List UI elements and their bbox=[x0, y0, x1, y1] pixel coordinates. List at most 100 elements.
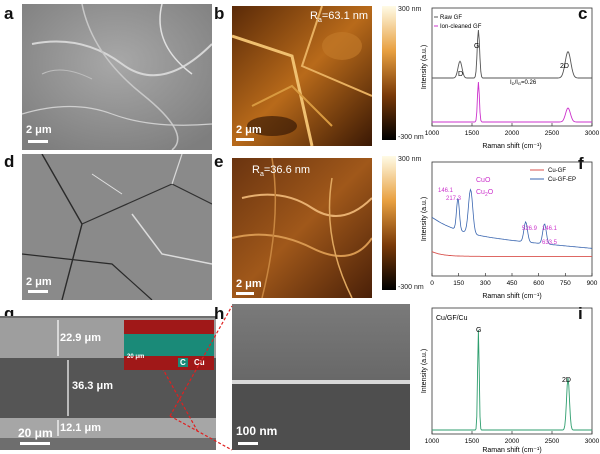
ylabel-f: Intensity (a.u.) bbox=[421, 197, 428, 241]
sem-texture-d bbox=[22, 154, 212, 300]
legend-cugfep: Cu-GF-EP bbox=[548, 177, 576, 183]
x-tick-label: 3000 bbox=[585, 130, 600, 137]
x-tick-label: 2000 bbox=[505, 130, 520, 137]
x-tick-label: 1500 bbox=[465, 130, 480, 137]
colorbar-bottom-e: -300 nm bbox=[398, 284, 424, 291]
panel-label-a: a bbox=[4, 4, 14, 23]
x-tick-label: 600 bbox=[533, 280, 544, 287]
x-tick-label: 0 bbox=[430, 280, 434, 287]
eds-inset: 20 μm C Cu bbox=[124, 320, 214, 370]
panel-label-c: c bbox=[578, 4, 588, 23]
panel-label-f: f bbox=[578, 154, 584, 173]
x-ticks-c: 1000 1500 2000 2500 3000 bbox=[425, 123, 600, 137]
sem-image-a: 2 μm bbox=[22, 4, 212, 150]
zoom-connector bbox=[169, 305, 233, 451]
afm-image-e: Ra=36.6 nm 2 μm bbox=[232, 158, 372, 298]
sem-image-d: 2 μm bbox=[22, 154, 212, 300]
annot-146-1: 146.1 bbox=[438, 188, 454, 194]
x-ticks-i: 1000 1500 2000 2500 3000 bbox=[425, 431, 600, 445]
legend-raw: Raw GF bbox=[440, 15, 462, 21]
inset-scale-text: 20 μm bbox=[127, 354, 145, 360]
series-ion-cleaned bbox=[432, 81, 592, 123]
legend-ion: Ion-cleaned GF bbox=[440, 24, 482, 30]
scale-text-e: 2 μm bbox=[236, 278, 262, 290]
x-ticks-f: 0 150 300 450 600 750 900 bbox=[430, 273, 598, 287]
x-tick-label: 750 bbox=[560, 280, 571, 287]
panel-label-g: g bbox=[4, 304, 15, 323]
legend-c: C bbox=[178, 358, 188, 367]
x-tick-label: 450 bbox=[507, 280, 518, 287]
scale-bar-h bbox=[238, 442, 258, 445]
layer-cu-bottom bbox=[0, 418, 216, 438]
raman-chart-c: Raw GF Ion-cleaned GF D G 2D ID/IG=0.26 … bbox=[421, 7, 600, 150]
xlabel-c: Raman shift (cm⁻¹) bbox=[482, 143, 541, 150]
colorbar-top-e: 300 nm bbox=[398, 156, 422, 163]
raman-chart-f: Cu-GF Cu-GF-EP CuO Cu2O 146.1 217.3 526.… bbox=[421, 161, 598, 300]
scale-bar-g bbox=[20, 442, 50, 445]
annot-2d-i: 2D bbox=[562, 377, 571, 384]
scale-text-b: 2 μm bbox=[236, 124, 262, 136]
x-tick-label: 1000 bbox=[425, 438, 440, 445]
scale-bar-b bbox=[236, 138, 254, 141]
x-tick-label: 1500 bbox=[465, 438, 480, 445]
sem-cross-section-g: 22.9 μm 36.3 μm 12.1 μm 20 μm C Cu 20 μm bbox=[0, 316, 216, 450]
x-tick-label: 150 bbox=[453, 280, 464, 287]
x-tick-label: 1000 bbox=[425, 130, 440, 137]
scale-text-d: 2 μm bbox=[26, 276, 52, 288]
annot-g: G bbox=[474, 43, 479, 50]
annot-526-9: 526.9 bbox=[522, 226, 538, 232]
panel-label-d: d bbox=[4, 152, 15, 171]
series-cu-gf bbox=[431, 251, 592, 257]
annot-cu2o: Cu2O bbox=[476, 189, 494, 198]
afm-texture-b bbox=[232, 6, 372, 146]
colorbar-b bbox=[382, 6, 396, 140]
plot-frame-i bbox=[431, 307, 593, 435]
colorbar-top-b: 300 nm bbox=[398, 6, 422, 13]
sem-zoom-h: 100 nm bbox=[232, 304, 410, 450]
scale-bar-e bbox=[236, 292, 254, 295]
ra-text-e: Ra=36.6 nm bbox=[252, 164, 311, 179]
scale-bar-d bbox=[28, 290, 48, 293]
afm-texture-e bbox=[232, 158, 372, 298]
ra-text-b: Ra=63.1 nm bbox=[310, 10, 369, 25]
afm-image-b: Ra=63.1 nm 2 μm bbox=[232, 6, 372, 146]
x-tick-label: 2500 bbox=[545, 130, 560, 137]
thickness-top: 22.9 μm bbox=[60, 332, 101, 344]
panel-label-i: i bbox=[578, 304, 583, 323]
legend-cugf: Cu-GF bbox=[548, 168, 566, 174]
panel-label-b: b bbox=[214, 4, 225, 23]
xlabel-i: Raman shift (cm⁻¹) bbox=[482, 447, 541, 454]
colorbar-e bbox=[382, 156, 396, 290]
ylabel-c: Intensity (a.u.) bbox=[421, 45, 428, 89]
series-cu-gf-cu bbox=[432, 329, 592, 431]
x-tick-label: 2000 bbox=[505, 438, 520, 445]
thickness-middle: 36.3 μm bbox=[72, 380, 113, 392]
annot-217-3: 217.3 bbox=[446, 196, 462, 202]
sem-texture-a bbox=[22, 4, 212, 150]
annot-ratio: ID/IG=0.26 bbox=[510, 80, 537, 86]
panel-label-e: e bbox=[214, 152, 224, 171]
annot-g-i: G bbox=[476, 327, 481, 334]
x-tick-label: 3000 bbox=[585, 438, 600, 445]
x-tick-label: 300 bbox=[480, 280, 491, 287]
chart-title-i: Cu/GF/Cu bbox=[436, 315, 468, 322]
ylabel-i: Intensity (a.u.) bbox=[421, 349, 428, 393]
annot-146-1b: 146.1 bbox=[542, 226, 558, 232]
series-cu-gf-ep bbox=[431, 188, 593, 249]
legend-cu: Cu bbox=[192, 358, 207, 367]
scale-text-a: 2 μm bbox=[26, 124, 52, 136]
colorbar-bottom-b: -300 nm bbox=[398, 134, 424, 141]
series-raw-gf bbox=[432, 29, 592, 79]
annot-633-5: 633.5 bbox=[542, 240, 558, 246]
x-tick-label: 2500 bbox=[545, 438, 560, 445]
scale-text-h: 100 nm bbox=[236, 424, 278, 438]
scale-text-g: 20 μm bbox=[18, 426, 53, 440]
panel-label-h: h bbox=[214, 304, 225, 323]
annot-cuo: CuO bbox=[476, 177, 491, 184]
xlabel-f: Raman shift (cm⁻¹) bbox=[482, 293, 541, 300]
scale-bar-a bbox=[28, 140, 48, 143]
raman-chart-i: Cu/GF/Cu G 2D 1000 1500 2000 2500 3000 Raman… bbox=[421, 307, 600, 454]
x-tick-label: 900 bbox=[587, 280, 598, 287]
thickness-bottom: 12.1 μm bbox=[60, 422, 101, 434]
annot-2d: 2D bbox=[560, 63, 569, 70]
